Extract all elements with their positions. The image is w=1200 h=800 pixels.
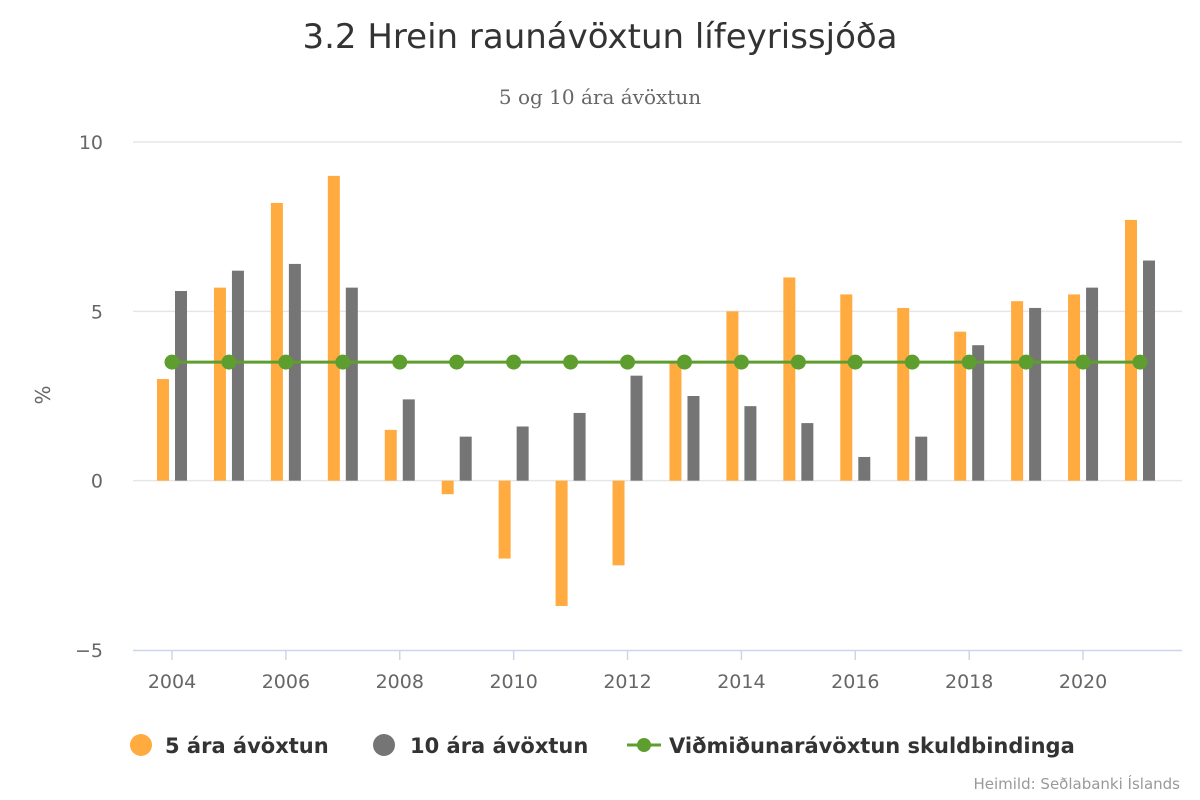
chart-title: 3.2 Hrein raunávöxtun lífeyrissjóða <box>302 17 897 57</box>
bar-5yr[interactable] <box>840 294 853 481</box>
x-tick-label: 2018 <box>945 671 993 693</box>
bar-10yr[interactable] <box>972 345 985 481</box>
reference-point[interactable] <box>620 354 636 370</box>
reference-point[interactable] <box>1075 354 1091 370</box>
y-tick-label: 0 <box>91 471 103 493</box>
line-series <box>164 354 1148 370</box>
bar-10yr[interactable] <box>915 436 928 481</box>
reference-point[interactable] <box>790 354 806 370</box>
bar-10yr[interactable] <box>858 456 871 481</box>
reference-point[interactable] <box>904 354 920 370</box>
x-axis: 2004 2006 2008 2010 2012 2014 2016 2018 2020 <box>133 649 1182 693</box>
bar-5yr[interactable] <box>327 175 340 481</box>
bar-10yr[interactable] <box>175 291 187 481</box>
bar-5yr[interactable] <box>441 480 454 495</box>
reference-point[interactable] <box>449 354 465 370</box>
bar-5yr[interactable] <box>384 429 397 481</box>
legend-item-reference[interactable]: Viðmiðunarávöxtun skuldbindinga <box>627 734 1075 758</box>
reference-point[interactable] <box>1018 354 1034 370</box>
bar-5yr[interactable] <box>157 379 169 481</box>
x-tick-label: 2008 <box>376 671 424 693</box>
reference-point[interactable] <box>164 354 180 370</box>
bar-5yr[interactable] <box>270 202 283 481</box>
bar-series <box>157 175 1155 606</box>
bar-5yr[interactable] <box>954 331 967 481</box>
x-tick-label: 2014 <box>717 671 765 693</box>
bar-10yr[interactable] <box>744 406 757 481</box>
bar-10yr[interactable] <box>630 375 643 481</box>
bar-10yr[interactable] <box>345 287 358 481</box>
bar-10yr[interactable] <box>288 263 301 481</box>
y-tick-label: 5 <box>91 301 103 323</box>
reference-point[interactable] <box>221 354 237 370</box>
bar-10yr[interactable] <box>687 396 700 481</box>
legend-label-10yr: 10 ára ávöxtun <box>410 734 588 758</box>
bar-5yr[interactable] <box>897 307 910 481</box>
bar-10yr[interactable] <box>459 436 472 481</box>
grid-lines <box>133 141 1182 482</box>
bar-10yr[interactable] <box>801 423 814 481</box>
bar-10yr[interactable] <box>573 412 586 481</box>
reference-point[interactable] <box>961 354 977 370</box>
chart-subtitle: 5 og 10 ára ávöxtun <box>499 85 701 109</box>
reference-point[interactable] <box>563 354 579 370</box>
bar-5yr[interactable] <box>1068 294 1081 481</box>
bar-5yr[interactable] <box>783 277 796 481</box>
x-tick-label: 2020 <box>1059 671 1107 693</box>
legend: 5 ára ávöxtun 10 ára ávöxtun Viðmiðunará… <box>130 734 1075 758</box>
x-tick-label: 2012 <box>603 671 651 693</box>
reference-point[interactable] <box>278 354 294 370</box>
x-tick-label: 2004 <box>148 671 196 693</box>
y-axis-ticks: 10 5 0 −5 <box>75 132 103 662</box>
x-tick-label: 2016 <box>831 671 879 693</box>
bar-10yr[interactable] <box>231 270 244 481</box>
source-credit[interactable]: Heimild: Seðlabanki Íslands <box>973 774 1180 793</box>
y-tick-label: −5 <box>75 640 103 662</box>
reference-point[interactable] <box>335 354 351 370</box>
legend-marker-5yr <box>130 734 152 756</box>
reference-point[interactable] <box>847 354 863 370</box>
legend-label-5yr: 5 ára ávöxtun <box>165 734 329 758</box>
legend-item-10yr[interactable]: 10 ára ávöxtun <box>373 734 588 758</box>
reference-point[interactable] <box>733 354 749 370</box>
legend-marker-10yr <box>373 734 395 756</box>
bar-5yr[interactable] <box>726 311 739 481</box>
reference-point[interactable] <box>392 354 408 370</box>
bar-10yr[interactable] <box>516 426 529 481</box>
bar-10yr[interactable] <box>1086 287 1099 481</box>
bar-10yr[interactable] <box>402 399 415 481</box>
y-tick-label: 10 <box>79 132 103 154</box>
reference-point[interactable] <box>506 354 522 370</box>
reference-point[interactable] <box>676 354 692 370</box>
bar-5yr[interactable] <box>213 287 226 481</box>
bar-10yr[interactable] <box>1029 307 1042 481</box>
bar-5yr[interactable] <box>1125 219 1137 481</box>
legend-item-5yr[interactable]: 5 ára ávöxtun <box>130 734 329 758</box>
bar-5yr[interactable] <box>498 480 511 559</box>
bar-5yr[interactable] <box>555 480 568 606</box>
bar-5yr[interactable] <box>1011 301 1024 481</box>
x-tick-label: 2010 <box>489 671 537 693</box>
bar-5yr[interactable] <box>612 480 625 566</box>
reference-point[interactable] <box>1132 354 1148 370</box>
legend-label-reference: Viðmiðunarávöxtun skuldbindinga <box>669 734 1075 758</box>
legend-marker-reference <box>637 738 651 752</box>
x-tick-label: 2006 <box>262 671 310 693</box>
bar-5yr[interactable] <box>669 362 682 481</box>
bar-10yr[interactable] <box>1143 260 1155 481</box>
y-axis-label: % <box>31 385 55 404</box>
